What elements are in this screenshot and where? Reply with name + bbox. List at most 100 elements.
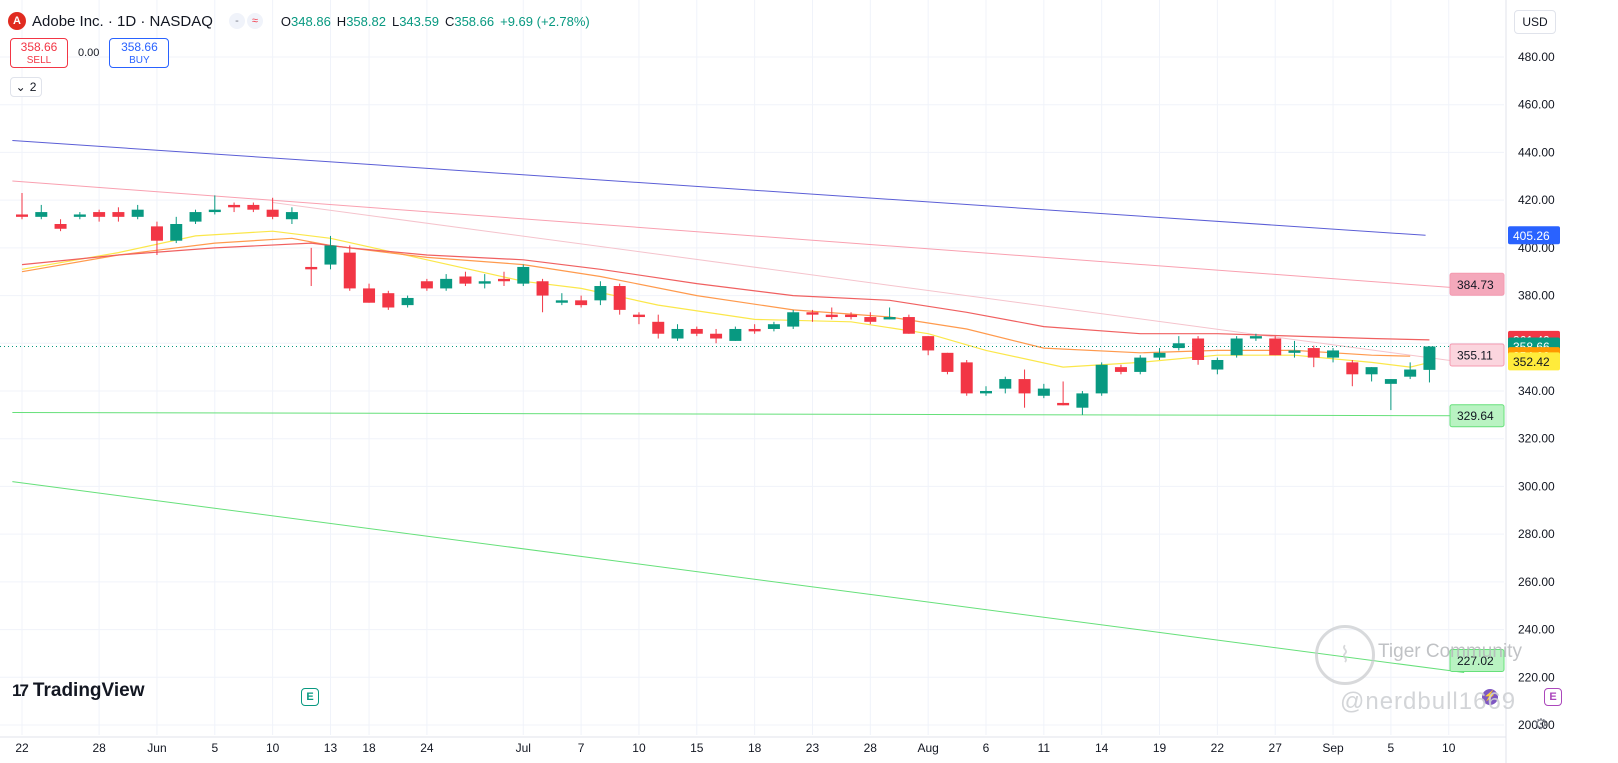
adobe-logo-icon: A: [8, 12, 26, 30]
candle-body: [806, 312, 819, 315]
candle-body: [1365, 367, 1378, 375]
candle-body: [1384, 379, 1397, 384]
candle: [980, 386, 992, 396]
trend-line: [12, 481, 1465, 674]
y-tick-label: 420.00: [1518, 193, 1555, 207]
price-label-text: 352.42: [1513, 355, 1550, 369]
low-label: L: [391, 13, 400, 29]
candle: [632, 312, 645, 325]
candle-body: [1172, 343, 1185, 349]
sell-label: SELL: [26, 55, 52, 66]
y-tick-label: 200.00: [1518, 718, 1555, 732]
candle-body: [980, 391, 992, 394]
candle-body: [1249, 336, 1262, 339]
dividend-event-icon[interactable]: ⚡: [1482, 689, 1498, 705]
y-tick-label: 260.00: [1518, 575, 1555, 589]
x-tick-label: 13: [324, 741, 338, 755]
candle: [208, 195, 221, 215]
candle: [575, 295, 588, 308]
candle-body: [613, 286, 626, 310]
candle: [343, 245, 356, 291]
candle-body: [112, 212, 125, 217]
candle-body: [1192, 338, 1205, 360]
trend-line: [12, 180, 1465, 289]
candle-body: [575, 300, 588, 306]
x-tick-label: 23: [806, 741, 820, 755]
x-tick-label: Aug: [917, 741, 938, 755]
candle: [1269, 336, 1282, 356]
settings-gear-icon[interactable]: ⚙: [1534, 716, 1548, 733]
candle-body: [73, 214, 86, 217]
legend-toggles[interactable]: - ≈: [228, 13, 263, 29]
sell-button[interactable]: 358.66 SELL: [10, 38, 68, 68]
candle: [170, 216, 183, 244]
tiger-watermark-icon: ⌇: [1315, 625, 1375, 685]
candle-body: [208, 209, 221, 213]
candle-body: [228, 204, 241, 208]
open-value: 348.86: [291, 13, 331, 29]
candle-body: [941, 352, 954, 372]
candle: [1076, 391, 1089, 415]
x-tick-label: Sep: [1322, 741, 1344, 755]
candle-body: [1307, 348, 1320, 358]
candle-body: [748, 328, 761, 332]
close-label: C: [444, 13, 455, 29]
hide-icon[interactable]: -: [228, 13, 245, 29]
buy-button[interactable]: 358.66 BUY: [109, 38, 170, 68]
candle: [498, 271, 510, 287]
candle-body: [16, 214, 28, 217]
trend-label-box: [1449, 404, 1505, 428]
candle: [536, 278, 549, 313]
candle: [112, 207, 125, 222]
indicators-collapse-button[interactable]: ⌄ 2: [10, 77, 42, 97]
candle-body: [498, 278, 510, 282]
symbol-title[interactable]: Adobe Inc. · 1D · NASDAQ: [32, 12, 213, 30]
candle-body: [440, 278, 453, 289]
chevron-down-icon: ⌄: [15, 80, 26, 94]
upcoming-earnings-icon[interactable]: E: [1544, 688, 1562, 706]
candle-body: [324, 245, 337, 265]
candle: [35, 204, 48, 220]
price-label-box: [1508, 352, 1560, 371]
candle-body: [266, 209, 279, 217]
candle-body: [1346, 362, 1359, 375]
candle-body: [247, 204, 260, 210]
candle-body: [960, 362, 973, 394]
spread-value: 0.00: [78, 47, 100, 59]
candle: [1249, 333, 1262, 341]
currency-selector[interactable]: USD: [1514, 10, 1556, 34]
sell-price: 358.66: [20, 40, 58, 54]
trend-label-box: [1449, 649, 1505, 673]
compare-wave-icon[interactable]: ≈: [246, 13, 263, 29]
candle: [652, 314, 665, 339]
candle: [382, 290, 395, 310]
candle: [363, 283, 376, 303]
change-value: +9.69 (+2.78%): [500, 13, 590, 29]
candle: [767, 321, 780, 332]
candle-body: [883, 317, 896, 320]
candle-body: [999, 379, 1012, 389]
candle: [787, 309, 800, 329]
candle: [150, 221, 163, 256]
tradingview-logo-icon: 17: [12, 681, 29, 700]
watermark-brand: Tiger Community: [1378, 641, 1522, 662]
x-tick-label: 10: [632, 741, 646, 755]
candle-body: [420, 281, 433, 289]
trade-panel: 358.66 SELL 0.00 358.66 BUY: [10, 38, 170, 68]
x-tick-label: 14: [1095, 741, 1109, 755]
trend-label-box: [1449, 343, 1505, 367]
candle-body: [1269, 338, 1282, 356]
y-tick-label: 340.00: [1518, 384, 1555, 398]
candle: [1346, 359, 1359, 387]
candle: [1384, 379, 1397, 411]
candle-body: [1211, 359, 1224, 370]
tradingview-brand[interactable]: 17 TradingView: [12, 680, 145, 702]
candle: [1365, 367, 1378, 382]
y-tick-label: 280.00: [1518, 527, 1555, 541]
x-tick-label: 28: [92, 741, 106, 755]
earnings-event-icon[interactable]: E: [301, 688, 319, 706]
candle: [671, 324, 684, 341]
candle: [806, 309, 819, 322]
candle-body: [729, 328, 742, 341]
